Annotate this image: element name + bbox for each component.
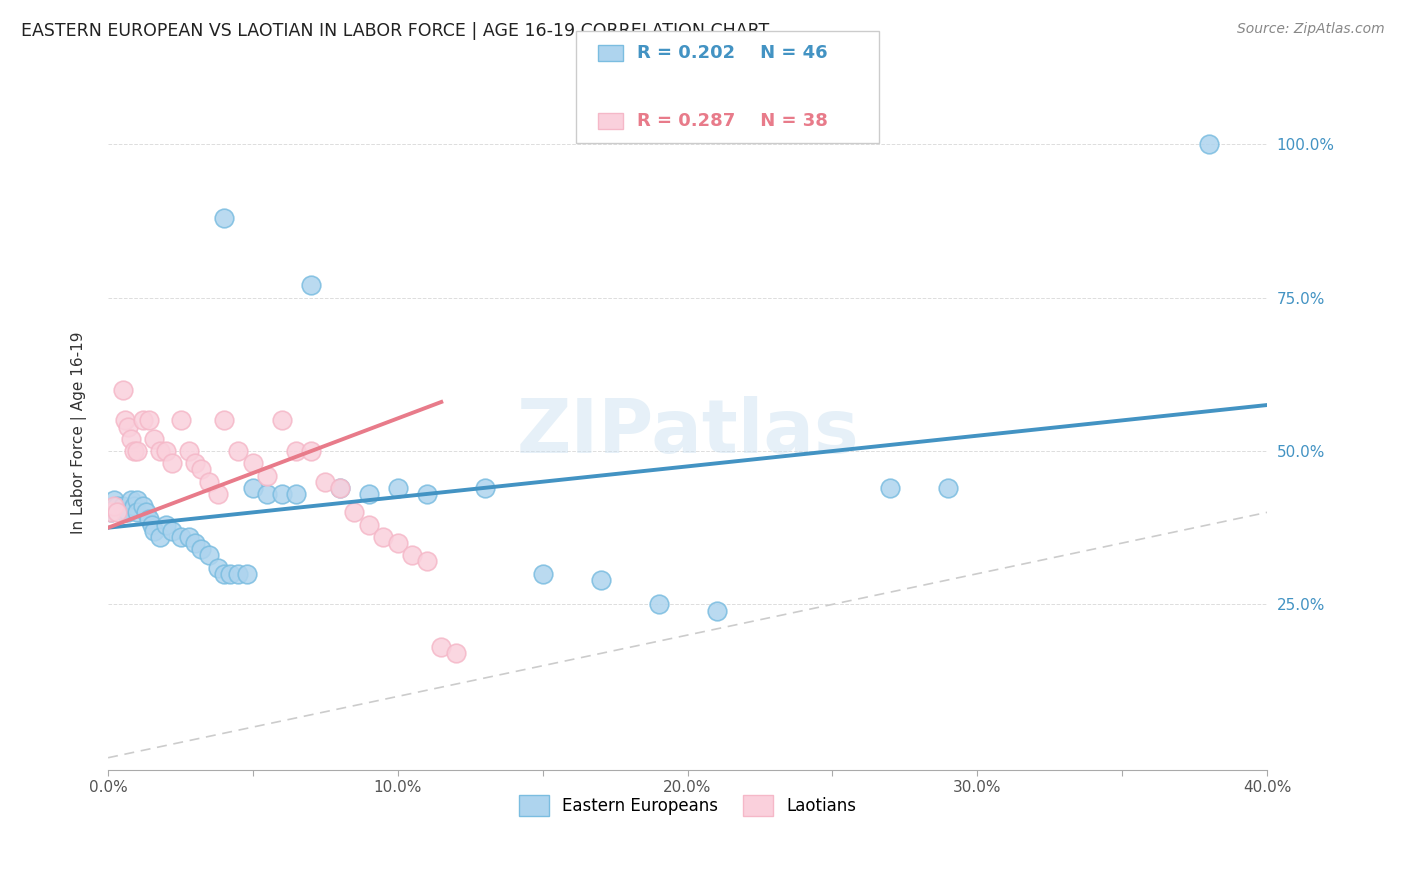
Point [117,505,139,519]
Point [357,487,380,501]
Point [416,554,439,568]
Point [228,566,250,581]
Text: R = 0.287    N = 38: R = 0.287 N = 38 [637,112,828,130]
Point [879,481,901,495]
Point [212,413,235,427]
Point [271,487,294,501]
Point [343,505,366,519]
Point [117,419,139,434]
Point [271,413,294,427]
Point [132,413,155,427]
Point [114,413,136,427]
Point [105,505,128,519]
Point [103,493,125,508]
Point [299,278,322,293]
Point [285,487,308,501]
Point [242,456,264,470]
Point [120,493,142,508]
Point [105,500,128,514]
Point [190,462,212,476]
Text: R = 0.202    N = 46: R = 0.202 N = 46 [637,44,828,62]
Point [179,444,201,458]
Text: EASTERN EUROPEAN VS LAOTIAN IN LABOR FORCE | AGE 16-19 CORRELATION CHART: EASTERN EUROPEAN VS LAOTIAN IN LABOR FOR… [21,22,769,40]
Point [132,500,155,514]
Point [184,536,207,550]
Point [100,505,122,519]
Point [169,530,191,544]
Point [589,573,612,587]
Point [138,511,160,525]
Point [149,444,172,458]
Point [207,560,229,574]
Point [149,530,172,544]
Point [198,475,221,489]
Point [169,413,191,427]
Point [416,487,439,501]
Point [256,487,278,501]
Point [122,444,145,458]
Point [141,517,163,532]
Point [299,444,322,458]
Point [373,530,395,544]
Point [125,505,148,519]
Legend: Eastern Europeans, Laotians: Eastern Europeans, Laotians [512,789,863,822]
Point [111,500,134,514]
Point [100,505,122,519]
Point [125,444,148,458]
Point [138,413,160,427]
Point [103,500,125,514]
Point [198,549,221,563]
Point [160,456,183,470]
Point [706,603,728,617]
Point [125,493,148,508]
Point [114,505,136,519]
Point [474,481,496,495]
Point [155,517,177,532]
Point [155,444,177,458]
Point [143,524,166,538]
Point [430,640,453,655]
Point [285,444,308,458]
Point [111,383,134,397]
Text: ZIPatlas: ZIPatlas [516,396,859,469]
Point [236,566,259,581]
Point [329,481,352,495]
Point [143,432,166,446]
Point [212,211,235,225]
Point [218,566,240,581]
Text: Source: ZipAtlas.com: Source: ZipAtlas.com [1237,22,1385,37]
Point [1198,137,1220,152]
Point [647,598,669,612]
Point [329,481,352,495]
Point [212,566,235,581]
Point [160,524,183,538]
Point [122,500,145,514]
Point [120,432,142,446]
Point [184,456,207,470]
Point [242,481,264,495]
Point [444,647,467,661]
Point [135,505,157,519]
Point [387,536,409,550]
Point [207,487,229,501]
Point [401,549,423,563]
Point [190,542,212,557]
Y-axis label: In Labor Force | Age 16-19: In Labor Force | Age 16-19 [72,332,87,534]
Point [314,475,336,489]
Point [936,481,959,495]
Point [531,566,554,581]
Point [357,517,380,532]
Point [387,481,409,495]
Point [228,444,250,458]
Point [179,530,201,544]
Point [256,468,278,483]
